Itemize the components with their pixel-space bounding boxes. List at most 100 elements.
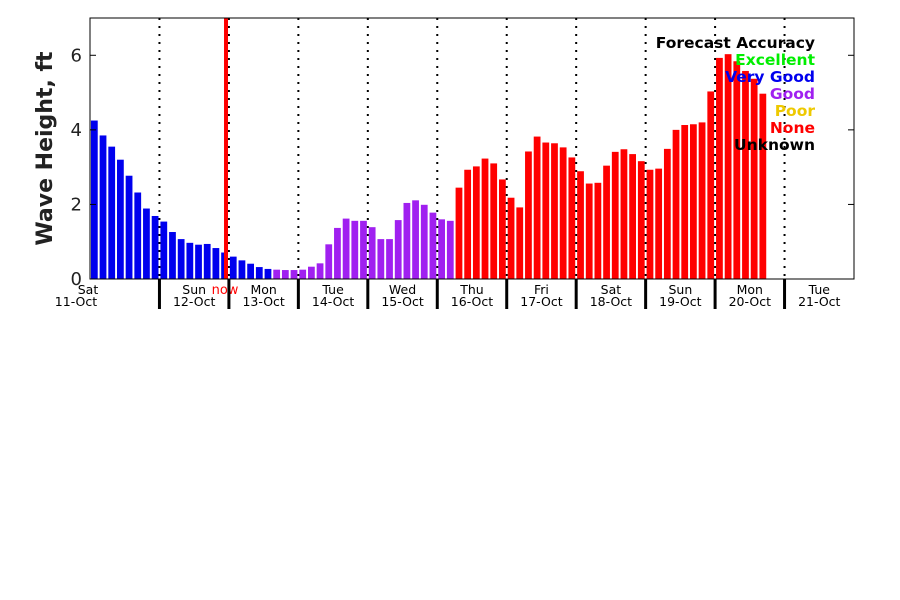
- bar-none-15: [585, 183, 593, 279]
- bar-very-good-16: [229, 256, 237, 279]
- bar-none-24: [663, 148, 671, 279]
- bar-good-18: [429, 212, 437, 279]
- x-tick-date: 11-Oct: [55, 294, 97, 309]
- bar-none-2: [472, 166, 480, 279]
- bar-good-14: [394, 220, 402, 279]
- bar-good-1: [281, 270, 289, 279]
- y-tick-label: 2: [71, 194, 82, 215]
- x-tick-date: 18-Oct: [590, 294, 632, 309]
- bar-none-23: [655, 168, 663, 279]
- x-tick-day-name: Sat: [78, 282, 99, 297]
- legend-title: Forecast Accuracy: [656, 34, 815, 52]
- legend-entry-very-good: Very Good: [725, 68, 815, 86]
- bar-very-good-19: [255, 267, 263, 279]
- bar-none-0: [455, 187, 463, 279]
- x-tick-day-name: Tue: [321, 282, 344, 297]
- bar-none-7: [516, 207, 524, 279]
- bar-very-good-8: [160, 221, 168, 279]
- bar-none-13: [568, 157, 576, 279]
- bar-good-13: [386, 239, 393, 279]
- bar-very-good-12: [195, 244, 202, 279]
- bar-none-22: [646, 169, 654, 279]
- bar-none-21: [637, 161, 645, 279]
- bar-good-8: [342, 218, 350, 279]
- bar-none-28: [698, 122, 706, 280]
- x-tick-day-name: Mon: [737, 282, 763, 297]
- bar-none-26: [681, 125, 689, 279]
- x-tick-day-name: Fri: [534, 282, 549, 297]
- bar-good-6: [325, 244, 333, 279]
- bar-good-12: [377, 239, 385, 279]
- legend-entry-excellent: Excellent: [735, 51, 815, 69]
- y-axis-label: Wave Height, ft: [33, 51, 58, 246]
- x-tick-date: 17-Oct: [520, 294, 562, 309]
- bar-none-31: [724, 54, 732, 279]
- bar-none-32: [733, 61, 741, 279]
- bar-none-11: [551, 143, 558, 279]
- bar-very-good-20: [264, 268, 272, 279]
- x-tick-day-name: Wed: [389, 282, 416, 297]
- bar-very-good-7: [151, 215, 159, 279]
- bar-very-good-11: [186, 242, 194, 279]
- bar-none-17: [603, 165, 610, 279]
- bar-good-5: [316, 263, 324, 279]
- x-axis: Sat11-OctSun12-OctMon13-OctTue14-OctWed1…: [55, 279, 841, 309]
- x-tick-day-name: Tue: [808, 282, 831, 297]
- bar-good-16: [412, 200, 419, 279]
- bar-good-4: [308, 266, 315, 279]
- bar-none-12: [559, 147, 567, 279]
- bar-none-8: [525, 151, 532, 279]
- bar-very-good-9: [169, 232, 176, 279]
- bar-good-2: [290, 270, 298, 279]
- x-tick-day-name: Sun: [668, 282, 692, 297]
- bar-none-16: [594, 182, 602, 279]
- y-tick-label: 6: [71, 45, 82, 66]
- bar-good-9: [351, 220, 359, 279]
- bar-very-good-17: [238, 260, 246, 279]
- bar-none-20: [629, 154, 636, 279]
- bar-none-35: [759, 93, 767, 279]
- y-axis: 0 2 4 6: [71, 45, 854, 290]
- bar-none-14: [577, 171, 584, 279]
- bar-none-1: [464, 169, 472, 279]
- bar-very-good-10: [177, 239, 185, 279]
- bar-none-33: [742, 70, 749, 279]
- bar-none-10: [542, 142, 550, 279]
- bar-very-good-13: [203, 243, 211, 279]
- plot-frame: [89, 17, 855, 280]
- y-tick-label: 4: [71, 120, 82, 141]
- day-dividers: [158, 18, 786, 279]
- bar-good-17: [420, 204, 428, 279]
- bar-very-good-18: [247, 263, 254, 279]
- bar-good-20: [446, 220, 454, 279]
- bar-none-27: [690, 124, 697, 279]
- bar-good-19: [438, 219, 445, 279]
- bar-very-good-6: [143, 208, 150, 279]
- legend-entry-none: None: [770, 119, 815, 137]
- bars: [90, 54, 767, 280]
- bar-none-5: [499, 179, 506, 279]
- x-tick-date: 21-Oct: [798, 294, 840, 309]
- x-tick-day-name: Sat: [601, 282, 622, 297]
- x-tick-date: 19-Oct: [659, 294, 701, 309]
- legend-entry-poor: Poor: [775, 102, 816, 120]
- x-tick-date: 16-Oct: [451, 294, 493, 309]
- bar-none-6: [507, 197, 515, 279]
- bar-very-good-2: [108, 146, 116, 279]
- bar-none-18: [611, 151, 619, 279]
- bar-very-good-5: [134, 192, 142, 279]
- bar-very-good-14: [212, 248, 220, 279]
- bar-very-good-4: [125, 175, 133, 279]
- x-tick-date: 12-Oct: [173, 294, 215, 309]
- x-tick-date: 13-Oct: [242, 294, 284, 309]
- bar-good-7: [334, 227, 341, 279]
- bar-good-10: [360, 220, 367, 279]
- bar-good-3: [299, 269, 307, 279]
- bar-none-25: [672, 129, 680, 279]
- x-tick-day-name: Mon: [250, 282, 276, 297]
- legend-entry-unknown: Unknown: [734, 136, 815, 154]
- bar-none-3: [481, 158, 489, 279]
